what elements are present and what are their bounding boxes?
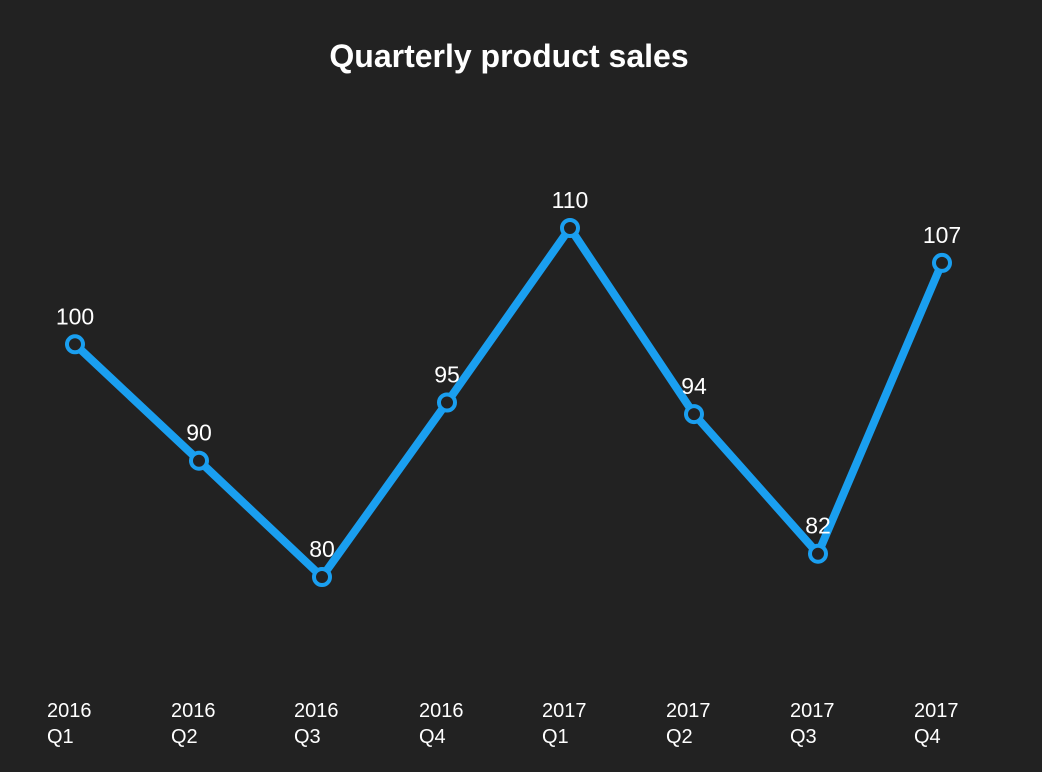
- data-point: [65, 334, 85, 355]
- series-line: [72, 220, 946, 584]
- data-point: [437, 392, 457, 413]
- data-point-layer: [65, 218, 952, 587]
- data-point: [312, 567, 332, 587]
- data-point: [808, 543, 828, 564]
- data-label: 107: [923, 222, 961, 248]
- x-tick-label: 2016 Q2: [171, 700, 216, 748]
- data-label: 100: [56, 303, 94, 329]
- x-tick-label: 2016 Q3: [294, 700, 339, 748]
- data-label: 94: [681, 373, 707, 399]
- x-tick-label: 2017 Q2: [666, 700, 711, 748]
- x-axis-tick-layer: 2016 Q1 2016 Q2 2016 Q3 2016 Q4 2017 Q1 2017 Q2 2017…: [47, 700, 959, 748]
- data-label: 90: [186, 420, 212, 446]
- chart-title: Quarterly product sales: [329, 38, 689, 74]
- data-label: 82: [805, 513, 831, 539]
- x-tick-label: 2016 Q1: [47, 700, 92, 748]
- data-label: 95: [434, 362, 460, 388]
- x-tick-label: 2017 Q4: [914, 700, 959, 748]
- x-tick-label: 2017 Q1: [542, 700, 587, 748]
- data-point: [189, 450, 209, 471]
- x-tick-label: 2017 Q3: [790, 700, 835, 748]
- x-tick-label: 2016 Q4: [419, 700, 464, 748]
- data-label: 80: [309, 536, 335, 562]
- data-point: [560, 218, 580, 238]
- data-label: 110: [552, 187, 589, 213]
- series-line-layer: [72, 220, 946, 584]
- data-point: [932, 252, 952, 273]
- data-point: [684, 404, 704, 425]
- data-label-layer: 100 90 80 95 110 94 82 107: [56, 187, 961, 562]
